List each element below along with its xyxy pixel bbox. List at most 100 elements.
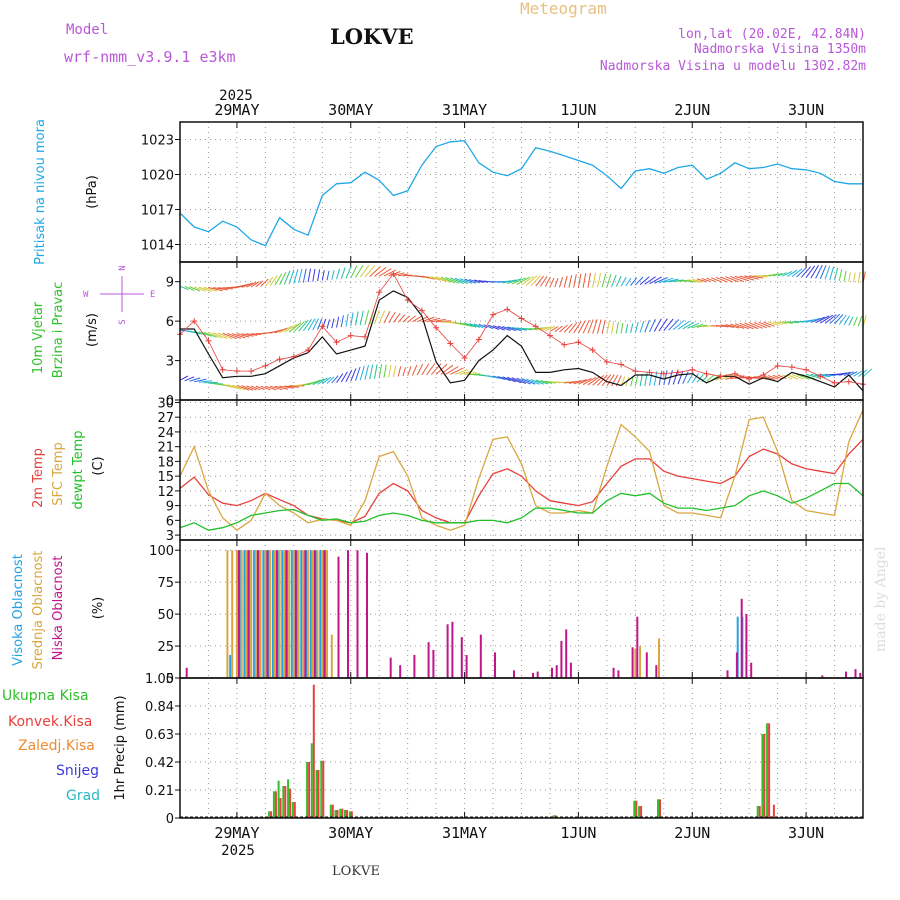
temperature-ytick-label: 18 — [157, 455, 174, 470]
wind-arrow — [777, 321, 787, 325]
temperature-line-dewpt-temp — [179, 482, 864, 531]
wind-arrow — [819, 265, 827, 280]
wind-arrow — [587, 272, 591, 288]
cloud-bar-niska — [323, 550, 326, 678]
wind-arrow — [611, 274, 617, 287]
wind-arrow — [677, 370, 684, 385]
wind-arrow — [478, 280, 488, 283]
precip-bar-konvek-kisa — [312, 684, 315, 818]
wind-arrow — [682, 321, 695, 330]
precip-bar-konvek-kisa — [322, 760, 325, 818]
precip-bar-ukupna-kisa — [282, 786, 285, 818]
wind-arrow — [279, 325, 293, 334]
wind-arrow — [730, 275, 745, 283]
wind-arrow — [464, 278, 477, 284]
wind-arrow — [577, 320, 586, 334]
wind-arrow — [634, 276, 644, 286]
wind-arrow — [663, 278, 679, 283]
wind-arrow — [782, 271, 793, 277]
wind-arrow — [454, 369, 469, 375]
day-label-top: 3JUN — [788, 101, 824, 119]
wind-arrow — [549, 326, 559, 332]
wind-arrow — [843, 315, 850, 326]
wind-arrow — [516, 276, 531, 285]
precip-bar-ukupna-kisa — [329, 804, 332, 818]
cloud-bar-niska — [256, 550, 259, 678]
wind-arrow — [772, 321, 783, 325]
wind-speed-marker — [660, 370, 667, 377]
coords-label: lon,lat (20.02E, 42.84N) — [678, 27, 866, 42]
wind-arrow — [269, 329, 283, 334]
wind-arrow — [217, 287, 233, 290]
wind-arrow — [488, 324, 500, 330]
precip-panel: 0 0.21 0.42 0.63 0.84 1.05 — [145, 672, 864, 827]
wind-arrow — [203, 286, 218, 292]
cloud-bar-niska — [266, 550, 269, 678]
wind-arrow — [630, 277, 638, 286]
wind-arrow — [554, 325, 563, 333]
cloud-bar-niska — [465, 655, 468, 678]
wind-arrow — [535, 379, 549, 385]
wind-arrow — [383, 364, 387, 378]
day-label-top: 1JUN — [560, 101, 596, 119]
wind-arrow — [355, 311, 359, 326]
wind-arrow — [378, 364, 383, 379]
compass-icon: N S W E — [83, 265, 155, 324]
wind-arrow — [677, 320, 690, 330]
wind-arrow — [469, 279, 481, 284]
wind-arrow — [654, 277, 668, 284]
wind-arrow — [302, 268, 307, 283]
cloud-bar-srednja — [254, 550, 257, 678]
temp-ylabel-2m: 2m Temp — [31, 448, 46, 508]
wind-arrow — [260, 278, 269, 287]
wind-arrow — [800, 266, 812, 278]
wind-arrow — [725, 374, 740, 380]
cloud-bar-visoka — [271, 550, 274, 678]
precip-legend-conv: Konvek.Kisa — [8, 714, 92, 730]
temperature-ytick-label: 30 — [157, 396, 174, 411]
wind-speed-marker — [561, 341, 568, 348]
wind-arrow — [189, 330, 201, 335]
wind-arrow — [246, 333, 258, 336]
wind-arrow — [326, 319, 331, 329]
precip-bar-konvek-kisa — [768, 723, 771, 818]
cloud-bar-niska — [427, 642, 430, 678]
wind-arrow — [805, 317, 821, 323]
wind-arrow — [492, 325, 505, 331]
wind-arrow — [279, 271, 287, 286]
wind-arrow — [573, 379, 587, 385]
wind-arrow — [189, 286, 201, 292]
wind-arrow — [563, 323, 573, 333]
wind-arrow — [720, 276, 734, 283]
wind-arrow — [829, 266, 835, 280]
cloud-bar-visoka — [319, 550, 322, 678]
wind-arrow — [696, 324, 708, 328]
wind-arrow — [274, 273, 283, 286]
chart-plot-area: 1014101710201023036936912151821242730025… — [141, 101, 873, 842]
wind-arrow — [326, 270, 330, 281]
wind-arrow — [692, 278, 704, 283]
precip-bar-ukupna-kisa — [657, 799, 659, 818]
wind-arrow — [184, 286, 195, 291]
wind-arrow — [483, 324, 494, 330]
wind-arrow — [739, 322, 754, 330]
precip-bar-konvek-kisa — [772, 804, 775, 818]
wind-arrow — [606, 320, 610, 334]
year-bottom: 2025 — [221, 843, 255, 859]
precip-bar-ukupna-kisa — [310, 743, 313, 818]
wind-arrow — [649, 372, 653, 386]
wind-speed-marker — [233, 368, 240, 375]
wind-arrow — [355, 264, 364, 278]
wind-arrow — [264, 276, 274, 287]
wind-speed-marker — [447, 340, 454, 347]
cloud-bar-niska — [612, 667, 615, 678]
wind-speed-marker — [219, 366, 226, 373]
wind-arrow — [388, 364, 392, 378]
wind-speed-marker — [319, 323, 326, 330]
wind-speed-marker — [404, 297, 411, 304]
wind-arrow — [374, 267, 387, 277]
precip-bar-konvek-kisa — [270, 811, 273, 818]
year-top: 2025 — [219, 88, 253, 104]
wind-arrow — [213, 332, 228, 340]
wind-arrow — [241, 282, 254, 288]
